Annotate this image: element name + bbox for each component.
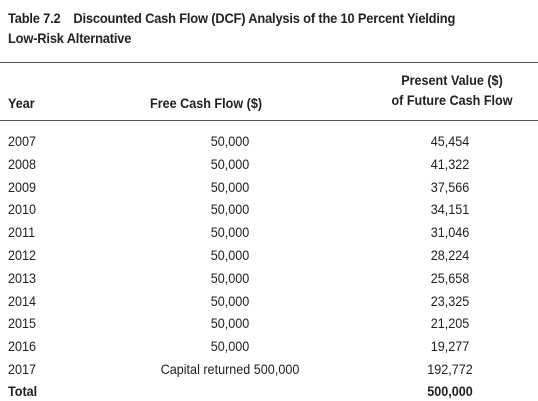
cell-present-value: 31,046	[430, 224, 470, 241]
header-year: Year	[8, 95, 35, 111]
cell-free-cash-flow: 50,000	[210, 338, 250, 355]
cell-present-value: 192,772	[427, 360, 473, 377]
table-row: 2008 50,000 41,322	[0, 153, 538, 176]
table-number: Table 7.2	[8, 10, 61, 26]
cell-free-cash-flow: 50,000	[210, 269, 250, 286]
total-row: Total 500,000	[0, 381, 538, 401]
cell-present-value: 23,325	[430, 292, 470, 309]
table-title: Discounted Cash Flow (DCF) Analysis of t…	[8, 10, 456, 46]
cell-free-cash-flow: 50,000	[210, 178, 250, 195]
cell-present-value: 19,277	[430, 338, 470, 355]
cell-year: 2011	[8, 224, 36, 241]
total-label: Total	[8, 383, 38, 399]
cell-free-cash-flow: 50,000	[210, 201, 250, 218]
cell-year: 2008	[8, 155, 37, 172]
header-present-value-line2: of Future Cash Flow	[391, 92, 513, 108]
cell-present-value: 41,322	[430, 155, 470, 172]
cell-free-cash-flow: Capital returned 500,000	[160, 360, 300, 377]
header-free-cash-flow: Free Cash Flow ($)	[150, 95, 263, 111]
table-body: 2007 50,000 45,454 2008 50,000 41,322 20…	[0, 130, 538, 381]
table-row: 2014 50,000 23,325	[0, 290, 538, 313]
cell-free-cash-flow: 50,000	[210, 246, 250, 263]
cell-free-cash-flow: 50,000	[210, 133, 250, 149]
top-rule	[0, 62, 538, 63]
table-row: 2009 50,000 37,566	[0, 176, 538, 199]
header-present-value: Present Value ($) of Future Cash Flow	[380, 70, 524, 110]
table-row: 2012 50,000 28,224	[0, 244, 538, 267]
cell-present-value: 45,454	[430, 133, 470, 149]
table-row: 2007 50,000 45,454	[0, 130, 538, 153]
total-present-value: 500,000	[427, 383, 473, 399]
cell-year: 2009	[8, 178, 37, 195]
cell-present-value: 37,566	[430, 178, 470, 195]
cell-year: 2014	[8, 292, 37, 309]
cell-year: 2012	[8, 246, 37, 263]
table-row: 2011 50,000 31,046	[0, 221, 538, 244]
cell-present-value: 21,205	[430, 315, 470, 332]
table-caption: Table 7.2 Discounted Cash Flow (DCF) Anal…	[8, 8, 486, 48]
table-row: 2016 50,000 19,277	[0, 335, 538, 358]
cell-present-value: 34,151	[430, 201, 470, 218]
table-row: 2013 50,000 25,658	[0, 267, 538, 290]
table-row: 2010 50,000 34,151	[0, 198, 538, 221]
table-row: 2015 50,000 21,205	[0, 312, 538, 335]
cell-free-cash-flow: 50,000	[210, 315, 250, 332]
cell-year: 2007	[8, 133, 37, 149]
cell-year: 2016	[8, 338, 37, 355]
cell-year: 2017	[8, 360, 37, 377]
cell-free-cash-flow: 50,000	[210, 292, 250, 309]
cell-free-cash-flow: 50,000	[210, 224, 250, 241]
cell-present-value: 25,658	[430, 269, 470, 286]
cell-year: 2010	[8, 201, 37, 218]
cell-year: 2015	[8, 315, 37, 332]
table-row: 2017 Capital returned 500,000 192,772	[0, 358, 538, 381]
cell-free-cash-flow: 50,000	[210, 155, 250, 172]
cell-year: 2013	[8, 269, 37, 286]
header-present-value-line1: Present Value ($)	[401, 72, 503, 88]
header-rule	[0, 120, 538, 121]
cell-present-value: 28,224	[430, 246, 470, 263]
